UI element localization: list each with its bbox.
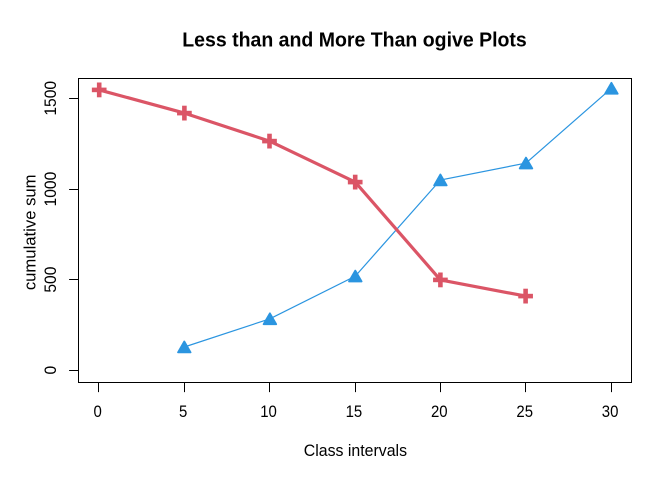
svg-text:25: 25 bbox=[516, 403, 533, 421]
svg-text:15: 15 bbox=[346, 403, 363, 421]
svg-text:0: 0 bbox=[42, 366, 61, 375]
svg-text:500: 500 bbox=[42, 267, 61, 293]
svg-text:cumulative sum: cumulative sum bbox=[20, 174, 39, 290]
svg-text:1500: 1500 bbox=[42, 81, 61, 116]
svg-text:30: 30 bbox=[602, 403, 619, 421]
svg-text:Class intervals: Class intervals bbox=[304, 442, 407, 461]
svg-text:20: 20 bbox=[431, 403, 448, 421]
svg-text:1000: 1000 bbox=[42, 172, 61, 207]
svg-text:10: 10 bbox=[260, 403, 277, 421]
svg-text:Less than and More Than ogive: Less than and More Than ogive Plots bbox=[182, 29, 527, 51]
svg-text:5: 5 bbox=[179, 403, 187, 421]
svg-text:0: 0 bbox=[94, 403, 102, 421]
